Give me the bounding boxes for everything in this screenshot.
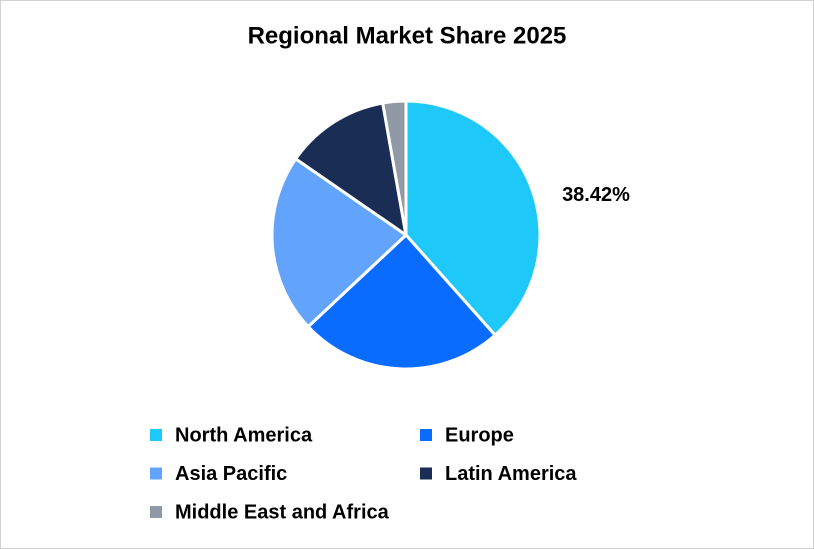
legend-swatch	[150, 429, 162, 441]
chart-title: Regional Market Share 2025	[248, 22, 567, 49]
legend-label: Middle East and Africa	[175, 501, 390, 523]
pie-slice	[306, 233, 497, 371]
pie-slice	[270, 157, 408, 329]
legend-swatch	[420, 429, 432, 441]
legend-label: Europe	[445, 424, 514, 446]
legend-label: North America	[175, 424, 313, 446]
pie-slice	[381, 99, 408, 237]
data-label: 38.42%	[562, 184, 630, 206]
legend-swatch	[150, 506, 162, 518]
pie-slice	[404, 99, 542, 337]
legend-label: Latin America	[445, 463, 577, 485]
legend-swatch	[420, 467, 432, 480]
pie-slice	[294, 101, 408, 237]
legend-swatch	[150, 467, 162, 480]
legend-label: Asia Pacific	[175, 463, 287, 485]
